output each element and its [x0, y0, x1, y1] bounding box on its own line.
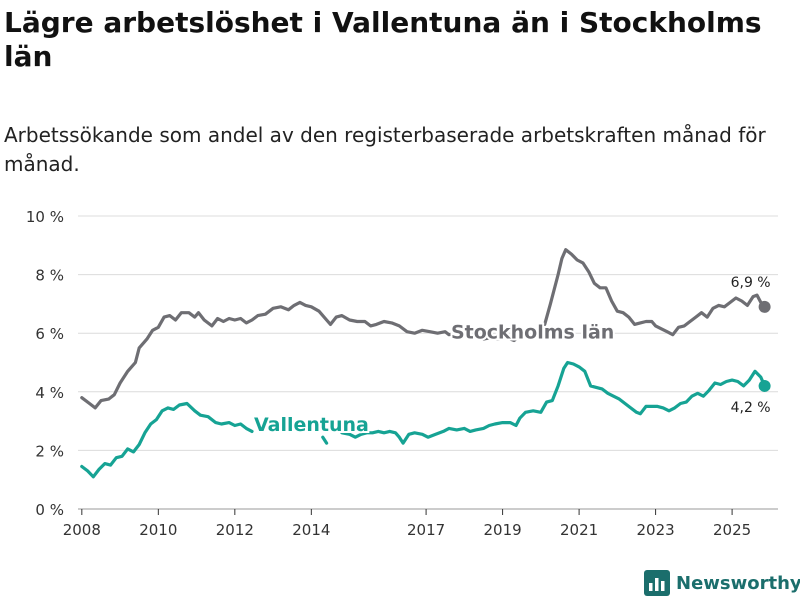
- x-tick-label-2008: 2008: [63, 521, 101, 539]
- stockholms-ln-end-value-label: 6,9 %: [731, 275, 771, 291]
- stockholms-ln-line-segment-1: [476, 334, 522, 343]
- grid-layer: [78, 215, 778, 510]
- axis-layer: 0 % 2 % 4 % 6 % 8 % 10 % 2008 2010 2012 2014 2017 2…: [26, 208, 751, 539]
- x-tick-label-2021: 2021: [560, 521, 598, 539]
- x-tick-label-2025: 2025: [713, 521, 751, 539]
- x-tick-label-2019: 2019: [483, 521, 521, 539]
- chart-subtitle: Arbetssökande som andel av den registerb…: [4, 123, 766, 176]
- series-layer: [80, 248, 771, 479]
- y-tick-label-2: 2 %: [35, 442, 64, 460]
- x-tick-label-2017: 2017: [407, 521, 445, 539]
- x-tick-label-2023: 2023: [637, 521, 675, 539]
- y-tick-label-4: 4 %: [35, 384, 64, 402]
- stockholms-ln-end-point: [758, 300, 771, 313]
- y-tick-label-6: 6 %: [35, 325, 64, 343]
- stockholms-ln-line-segment-2: [543, 248, 767, 337]
- stockholms-ln-line-segment-0: [80, 300, 464, 410]
- brand-name: Newsworthy: [676, 572, 800, 594]
- vallentuna-end-point: [758, 379, 771, 392]
- vallentuna-end-value-label: 4,2 %: [731, 400, 771, 416]
- y-tick-label-0: 0 %: [35, 501, 64, 519]
- vallentuna-series-label: Vallentuna: [254, 414, 369, 436]
- x-tick-label-2012: 2012: [216, 521, 254, 539]
- x-tick-label-2014: 2014: [292, 521, 330, 539]
- vallentuna-line-segment-0: [80, 401, 254, 479]
- newsworthy-brand[interactable]: Newsworthy: [644, 568, 800, 598]
- newsworthy-logo-icon: [644, 570, 670, 596]
- y-tick-label-10: 10 %: [26, 208, 64, 226]
- vallentuna-line-segment-1: [321, 435, 329, 445]
- y-tick-label-8: 8 %: [35, 267, 64, 285]
- label-layer: 6,9 % 4,2 % Stockholms län Vallentuna: [252, 275, 771, 438]
- stockholms-ln-series-label: Stockholms län: [451, 322, 614, 344]
- vallentuna-line-segment-2: [340, 360, 767, 445]
- x-tick-label-2010: 2010: [139, 521, 177, 539]
- chart-title: Lägre arbetslöshet i Vallentuna än i Sto…: [4, 6, 762, 73]
